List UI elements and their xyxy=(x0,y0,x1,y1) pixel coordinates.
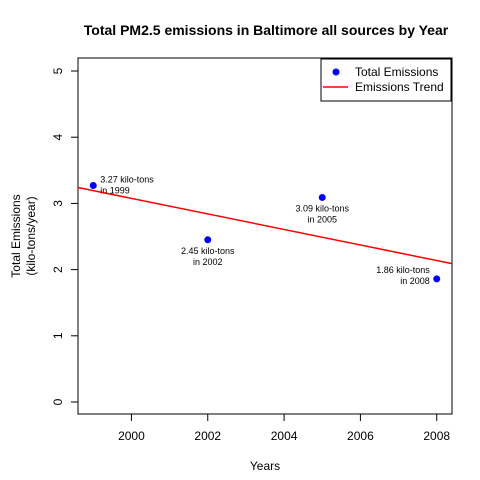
legend-point-swatch xyxy=(332,68,340,76)
x-tick-label: 2002 xyxy=(194,429,221,443)
data-point xyxy=(318,193,326,201)
x-tick-label: 2000 xyxy=(118,429,145,443)
data-label: 1.86 kilo-tons xyxy=(376,265,430,275)
chart-title: Total PM2.5 emissions in Baltimore all s… xyxy=(84,22,449,38)
y-axis: 0 1 2 3 4 5 xyxy=(51,67,79,405)
legend-entry-emissions-trend: Emissions Trend xyxy=(355,80,444,94)
legend-entry-total-emissions: Total Emissions xyxy=(355,65,438,79)
trend-line xyxy=(77,186,453,265)
legend: Total Emissions Emissions Trend xyxy=(320,58,452,102)
data-label: in 2002 xyxy=(193,257,223,267)
x-tick-label: 2008 xyxy=(423,429,450,443)
x-axis-label: Years xyxy=(250,459,280,473)
data-label: 3.09 kilo-tons xyxy=(295,203,349,213)
data-point xyxy=(204,236,212,244)
y-tick-label: 1 xyxy=(51,332,65,339)
y-axis-label: Total Emissions (kilo-tons/year) xyxy=(9,194,38,277)
data-label: in 2008 xyxy=(400,276,430,286)
x-tick-label: 2006 xyxy=(347,429,374,443)
data-point xyxy=(89,182,97,190)
x-axis: 2000 2002 2004 2006 2008 xyxy=(118,413,450,443)
x-tick-label: 2004 xyxy=(271,429,298,443)
data-label: in 1999 xyxy=(100,186,130,196)
data-label: in 2005 xyxy=(307,214,337,224)
plot-frame xyxy=(77,57,453,415)
y-tick-label: 5 xyxy=(51,67,65,74)
legend-box xyxy=(320,58,452,102)
y-tick-label: 0 xyxy=(51,398,65,405)
y-axis-label-line-1: Total Emissions xyxy=(9,194,23,277)
data-label: 2.45 kilo-tons xyxy=(181,246,235,256)
y-tick-label: 4 xyxy=(51,134,65,141)
y-tick-label: 3 xyxy=(51,200,65,207)
data-label: 3.27 kilo-tons xyxy=(100,175,154,185)
data-point xyxy=(433,275,441,283)
plot-marks xyxy=(77,182,453,283)
y-axis-label-line-2: (kilo-tons/year) xyxy=(24,196,38,275)
y-tick-label: 2 xyxy=(51,266,65,273)
